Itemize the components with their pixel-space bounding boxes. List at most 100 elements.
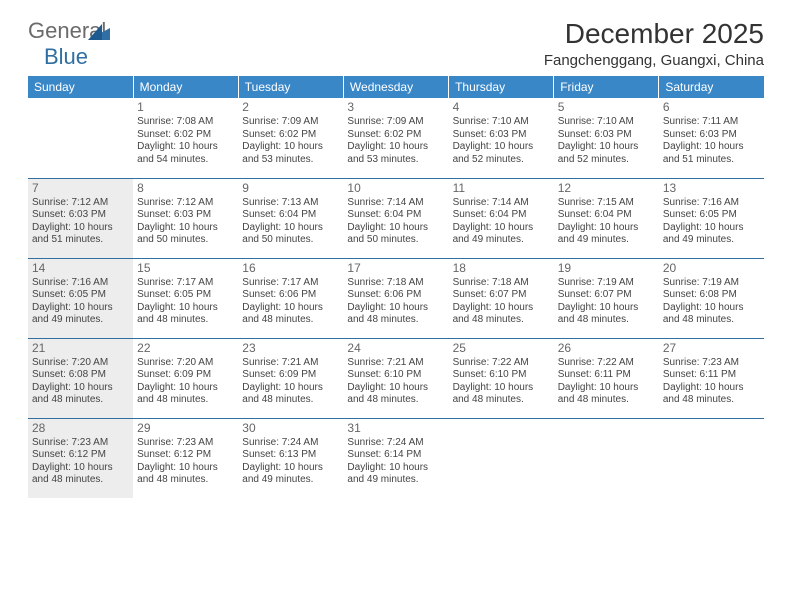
day-info: Sunrise: 7:09 AMSunset: 6:02 PMDaylight:… <box>347 116 444 166</box>
day-number: 1 <box>137 100 234 115</box>
daylight-text: Daylight: 10 hours and 48 minutes. <box>558 302 655 327</box>
day-number: 4 <box>453 100 550 115</box>
daylight-text: Daylight: 10 hours and 48 minutes. <box>347 382 444 407</box>
calendar-day-cell: 21Sunrise: 7:20 AMSunset: 6:08 PMDayligh… <box>28 338 133 418</box>
sunrise-text: Sunrise: 7:15 AM <box>558 197 655 210</box>
daylight-text: Daylight: 10 hours and 48 minutes. <box>242 382 339 407</box>
calendar-day-cell: 1Sunrise: 7:08 AMSunset: 6:02 PMDaylight… <box>133 98 238 178</box>
title-block: December 2025 Fangchenggang, Guangxi, Ch… <box>544 18 764 69</box>
sunrise-text: Sunrise: 7:24 AM <box>347 437 444 450</box>
day-number: 26 <box>558 341 655 356</box>
sunset-text: Sunset: 6:04 PM <box>453 209 550 222</box>
daylight-text: Daylight: 10 hours and 53 minutes. <box>347 141 444 166</box>
daylight-text: Daylight: 10 hours and 50 minutes. <box>347 222 444 247</box>
daylight-text: Daylight: 10 hours and 48 minutes. <box>137 462 234 487</box>
daylight-text: Daylight: 10 hours and 48 minutes. <box>663 382 760 407</box>
calendar-day-cell: 10Sunrise: 7:14 AMSunset: 6:04 PMDayligh… <box>343 178 448 258</box>
day-info: Sunrise: 7:14 AMSunset: 6:04 PMDaylight:… <box>453 197 550 247</box>
weekday-header: Monday <box>133 76 238 98</box>
day-info: Sunrise: 7:17 AMSunset: 6:06 PMDaylight:… <box>242 277 339 327</box>
sunset-text: Sunset: 6:04 PM <box>558 209 655 222</box>
logo-triangle-icon <box>88 20 110 46</box>
sunrise-text: Sunrise: 7:12 AM <box>32 197 129 210</box>
sunset-text: Sunset: 6:08 PM <box>663 289 760 302</box>
day-number: 28 <box>32 421 129 436</box>
sunrise-text: Sunrise: 7:08 AM <box>137 116 234 129</box>
sunrise-text: Sunrise: 7:16 AM <box>663 197 760 210</box>
sunset-text: Sunset: 6:03 PM <box>453 129 550 142</box>
calendar-day-cell: 9Sunrise: 7:13 AMSunset: 6:04 PMDaylight… <box>238 178 343 258</box>
sunset-text: Sunset: 6:10 PM <box>347 369 444 382</box>
daylight-text: Daylight: 10 hours and 51 minutes. <box>663 141 760 166</box>
calendar-day-cell: 24Sunrise: 7:21 AMSunset: 6:10 PMDayligh… <box>343 338 448 418</box>
sunrise-text: Sunrise: 7:23 AM <box>32 437 129 450</box>
weekday-header: Saturday <box>659 76 764 98</box>
logo-text-part2: Blue <box>44 44 88 70</box>
calendar-day-cell: 18Sunrise: 7:18 AMSunset: 6:07 PMDayligh… <box>449 258 554 338</box>
day-number: 6 <box>663 100 760 115</box>
sunset-text: Sunset: 6:06 PM <box>242 289 339 302</box>
sunrise-text: Sunrise: 7:09 AM <box>347 116 444 129</box>
sunset-text: Sunset: 6:03 PM <box>32 209 129 222</box>
sunrise-text: Sunrise: 7:21 AM <box>242 357 339 370</box>
sunrise-text: Sunrise: 7:18 AM <box>347 277 444 290</box>
sunset-text: Sunset: 6:13 PM <box>242 449 339 462</box>
sunset-text: Sunset: 6:04 PM <box>347 209 444 222</box>
calendar-body: 1Sunrise: 7:08 AMSunset: 6:02 PMDaylight… <box>28 98 764 498</box>
calendar-day-cell: 6Sunrise: 7:11 AMSunset: 6:03 PMDaylight… <box>659 98 764 178</box>
day-number: 2 <box>242 100 339 115</box>
sunrise-text: Sunrise: 7:19 AM <box>663 277 760 290</box>
daylight-text: Daylight: 10 hours and 48 minutes. <box>32 462 129 487</box>
weekday-header: Thursday <box>449 76 554 98</box>
day-number: 23 <box>242 341 339 356</box>
logo: General Blue <box>28 18 106 70</box>
day-number: 18 <box>453 261 550 276</box>
day-number: 29 <box>137 421 234 436</box>
calendar-week-row: 1Sunrise: 7:08 AMSunset: 6:02 PMDaylight… <box>28 98 764 178</box>
daylight-text: Daylight: 10 hours and 48 minutes. <box>453 302 550 327</box>
daylight-text: Daylight: 10 hours and 48 minutes. <box>558 382 655 407</box>
calendar-day-cell: 30Sunrise: 7:24 AMSunset: 6:13 PMDayligh… <box>238 418 343 498</box>
day-info: Sunrise: 7:10 AMSunset: 6:03 PMDaylight:… <box>558 116 655 166</box>
day-info: Sunrise: 7:13 AMSunset: 6:04 PMDaylight:… <box>242 197 339 247</box>
day-info: Sunrise: 7:18 AMSunset: 6:06 PMDaylight:… <box>347 277 444 327</box>
calendar-page: General Blue December 2025 Fangchenggang… <box>0 0 792 518</box>
day-info: Sunrise: 7:08 AMSunset: 6:02 PMDaylight:… <box>137 116 234 166</box>
sunrise-text: Sunrise: 7:09 AM <box>242 116 339 129</box>
calendar-day-cell <box>659 418 764 498</box>
day-info: Sunrise: 7:12 AMSunset: 6:03 PMDaylight:… <box>32 197 129 247</box>
day-number: 17 <box>347 261 444 276</box>
day-info: Sunrise: 7:16 AMSunset: 6:05 PMDaylight:… <box>32 277 129 327</box>
calendar-day-cell: 7Sunrise: 7:12 AMSunset: 6:03 PMDaylight… <box>28 178 133 258</box>
daylight-text: Daylight: 10 hours and 48 minutes. <box>137 302 234 327</box>
daylight-text: Daylight: 10 hours and 48 minutes. <box>137 382 234 407</box>
sunrise-text: Sunrise: 7:16 AM <box>32 277 129 290</box>
day-info: Sunrise: 7:09 AMSunset: 6:02 PMDaylight:… <box>242 116 339 166</box>
day-number: 25 <box>453 341 550 356</box>
sunrise-text: Sunrise: 7:10 AM <box>453 116 550 129</box>
calendar-day-cell: 17Sunrise: 7:18 AMSunset: 6:06 PMDayligh… <box>343 258 448 338</box>
daylight-text: Daylight: 10 hours and 48 minutes. <box>32 382 129 407</box>
day-number: 22 <box>137 341 234 356</box>
day-info: Sunrise: 7:12 AMSunset: 6:03 PMDaylight:… <box>137 197 234 247</box>
calendar-day-cell: 5Sunrise: 7:10 AMSunset: 6:03 PMDaylight… <box>554 98 659 178</box>
sunset-text: Sunset: 6:11 PM <box>663 369 760 382</box>
calendar-day-cell: 28Sunrise: 7:23 AMSunset: 6:12 PMDayligh… <box>28 418 133 498</box>
day-info: Sunrise: 7:21 AMSunset: 6:09 PMDaylight:… <box>242 357 339 407</box>
day-info: Sunrise: 7:20 AMSunset: 6:08 PMDaylight:… <box>32 357 129 407</box>
sunset-text: Sunset: 6:05 PM <box>137 289 234 302</box>
day-number: 16 <box>242 261 339 276</box>
day-info: Sunrise: 7:24 AMSunset: 6:14 PMDaylight:… <box>347 437 444 487</box>
day-info: Sunrise: 7:20 AMSunset: 6:09 PMDaylight:… <box>137 357 234 407</box>
calendar-day-cell <box>554 418 659 498</box>
calendar-day-cell <box>449 418 554 498</box>
sunset-text: Sunset: 6:02 PM <box>242 129 339 142</box>
sunset-text: Sunset: 6:02 PM <box>137 129 234 142</box>
sunset-text: Sunset: 6:12 PM <box>32 449 129 462</box>
daylight-text: Daylight: 10 hours and 48 minutes. <box>453 382 550 407</box>
calendar-day-cell: 22Sunrise: 7:20 AMSunset: 6:09 PMDayligh… <box>133 338 238 418</box>
weekday-header-row: Sunday Monday Tuesday Wednesday Thursday… <box>28 76 764 98</box>
sunrise-text: Sunrise: 7:20 AM <box>137 357 234 370</box>
day-info: Sunrise: 7:10 AMSunset: 6:03 PMDaylight:… <box>453 116 550 166</box>
day-info: Sunrise: 7:23 AMSunset: 6:11 PMDaylight:… <box>663 357 760 407</box>
